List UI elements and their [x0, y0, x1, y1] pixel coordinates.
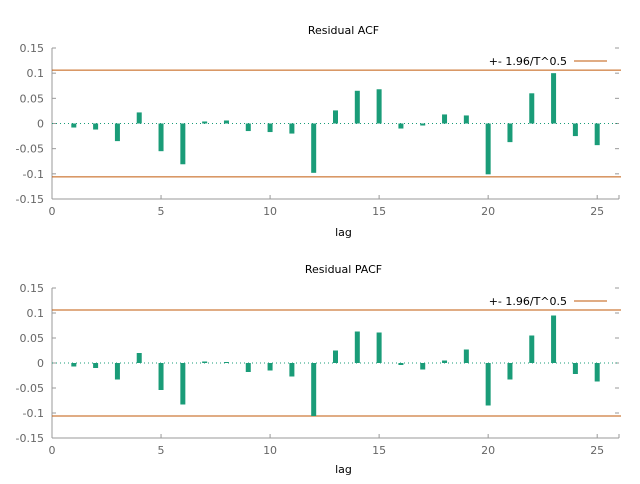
x-tick-label: 0: [49, 444, 56, 457]
x-tick-label: 5: [158, 444, 165, 457]
x-tick-label: 20: [481, 444, 495, 457]
y-tick-label: 0.15: [20, 282, 45, 295]
bar-lag-24: [572, 363, 578, 374]
bar-lag-3: [114, 123, 120, 142]
bar-lag-17: [420, 363, 426, 370]
chart-title: Residual PACF: [305, 263, 382, 276]
x-axis-label: lag: [335, 463, 352, 476]
x-tick-label: 20: [481, 205, 495, 218]
bar-lag-17: [420, 123, 426, 126]
bar-lag-12: [311, 123, 317, 173]
y-tick-label: -0.05: [16, 382, 44, 395]
legend-label: +- 1.96/T^0.5: [489, 55, 567, 68]
bar-lag-1: [71, 363, 77, 367]
y-tick-label: -0.05: [16, 143, 44, 156]
x-tick-label: 25: [590, 205, 604, 218]
bar-lag-23: [551, 73, 557, 124]
bar-lag-1: [71, 123, 77, 128]
x-tick-label: 15: [372, 444, 386, 457]
acf-plot: Residual ACF -0.15 -0.1 -0.05 0 0.05 0.1 0.15 0 5…: [16, 24, 621, 239]
x-tick-label: 15: [372, 205, 386, 218]
bar-lag-15: [376, 332, 382, 363]
bar-lag-20: [485, 123, 491, 175]
bar-lag-14: [354, 331, 360, 363]
bar-lag-22: [529, 335, 535, 363]
bar-lag-15: [376, 89, 382, 124]
bar-lag-16: [398, 123, 404, 129]
bar-lag-11: [289, 123, 295, 134]
bar-lag-9: [245, 123, 251, 132]
bar-lag-4: [136, 112, 142, 124]
bar-lag-20: [485, 363, 491, 406]
bar-lag-5: [158, 363, 164, 390]
bar-lag-13: [333, 350, 338, 363]
bar-lag-19: [463, 349, 469, 363]
bar-lag-21: [507, 123, 513, 143]
y-tick-label: 0.05: [20, 332, 45, 345]
y-tick-label: 0.15: [20, 42, 45, 55]
pacf-plot: Residual PACF -0.15 -0.1 -0.05 0 0.05 0.1 0.15 0…: [16, 263, 621, 476]
bar-lag-10: [267, 123, 273, 133]
y-tick-label: -0.15: [16, 193, 44, 206]
bar-lag-6: [180, 123, 186, 165]
bar-lag-22: [529, 93, 535, 124]
bar-lag-11: [289, 363, 295, 377]
bar-lag-7: [202, 121, 208, 124]
bar-lag-8: [223, 362, 229, 363]
y-tick-label: 0.1: [27, 307, 45, 320]
bar-lag-10: [267, 363, 273, 371]
bar-lag-5: [158, 123, 164, 152]
chart-title: Residual ACF: [308, 24, 379, 37]
bar-lag-4: [136, 353, 142, 363]
y-tick-label: 0: [37, 357, 44, 370]
x-tick-label: 0: [49, 205, 56, 218]
y-tick-label: 0.1: [27, 67, 45, 80]
bar-lag-18: [442, 114, 448, 124]
bar-lag-2: [93, 363, 99, 368]
x-tick-label: 10: [263, 205, 277, 218]
bar-lag-7: [202, 361, 208, 363]
x-axis-label: lag: [335, 226, 352, 239]
y-tick-label: 0: [37, 118, 44, 131]
bar-lag-12: [311, 363, 317, 416]
bar-lag-19: [463, 115, 469, 124]
bar-lag-14: [354, 90, 360, 124]
y-tick-label: -0.1: [23, 407, 44, 420]
bar-lag-8: [223, 120, 229, 124]
bar-lag-9: [245, 363, 251, 372]
bar-lag-25: [594, 123, 600, 146]
bar-lag-3: [114, 363, 120, 380]
bar-lag-2: [93, 123, 99, 130]
legend-label: +- 1.96/T^0.5: [489, 295, 567, 308]
x-tick-label: 25: [590, 444, 604, 457]
y-tick-label: 0.05: [20, 92, 45, 105]
bar-lag-16: [398, 363, 404, 365]
y-tick-label: -0.15: [16, 432, 44, 445]
y-tick-label: -0.1: [23, 168, 44, 181]
bar-lag-24: [572, 123, 578, 137]
x-tick-label: 10: [263, 444, 277, 457]
bar-lag-21: [507, 363, 513, 380]
bar-lag-6: [180, 363, 186, 405]
bar-lag-25: [594, 363, 600, 382]
x-tick-label: 5: [158, 205, 165, 218]
bar-lag-18: [442, 360, 448, 363]
bar-lag-23: [551, 315, 557, 363]
bar-lag-13: [333, 110, 338, 124]
